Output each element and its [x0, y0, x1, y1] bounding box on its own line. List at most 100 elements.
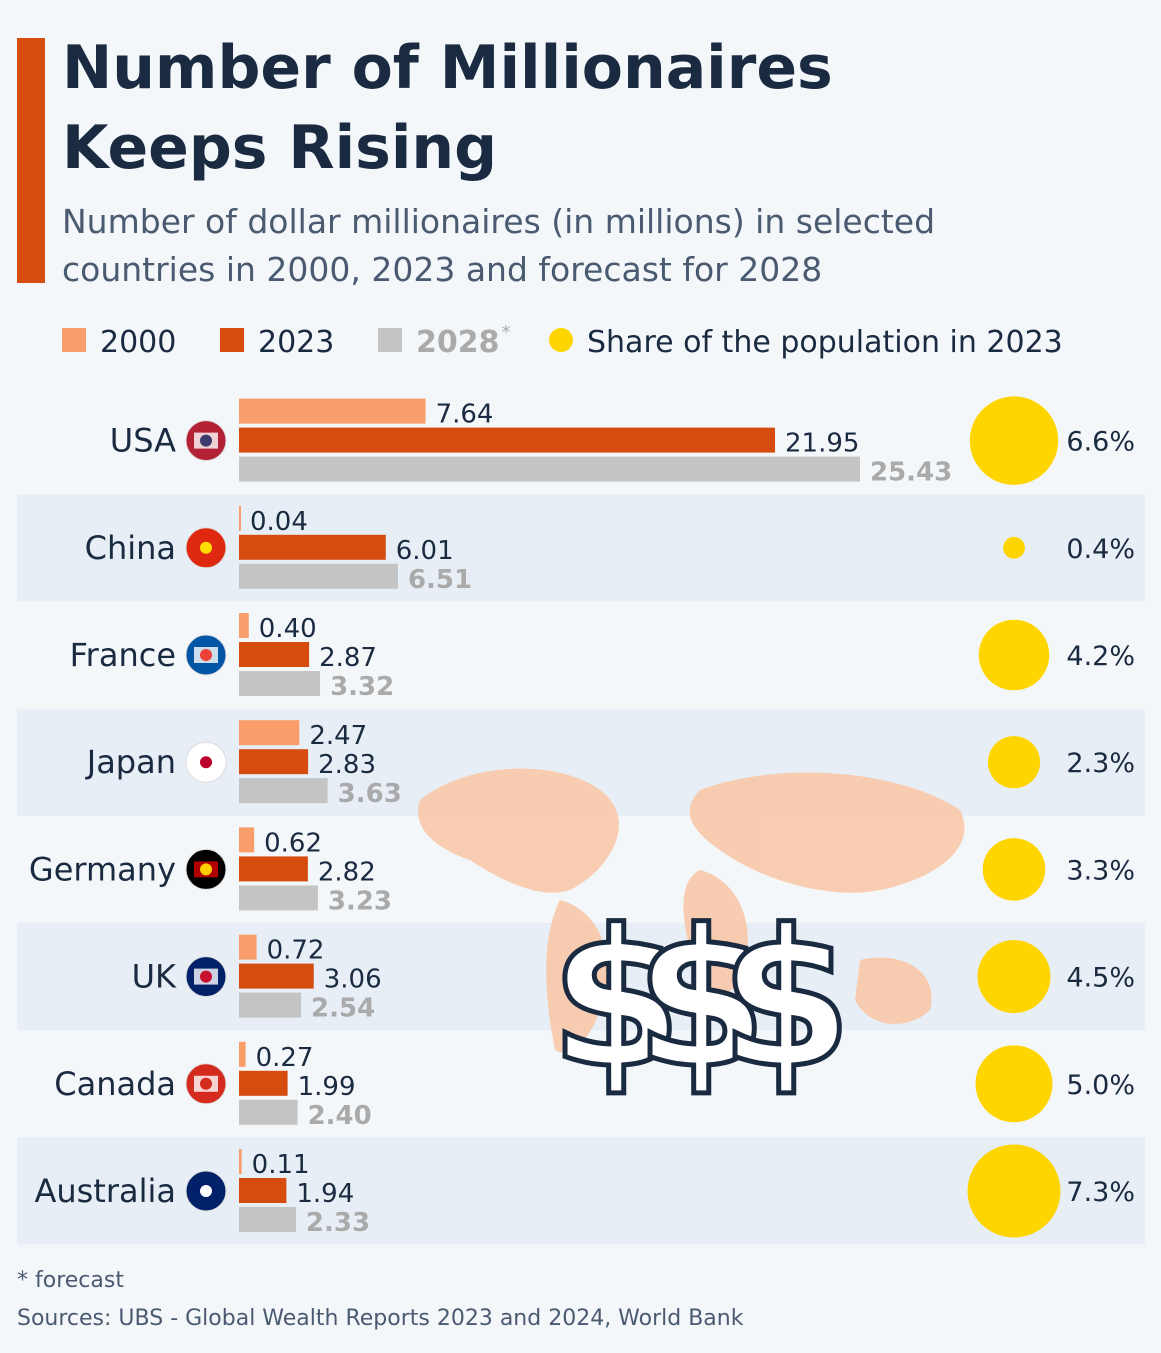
value-label: 3.63 — [338, 779, 402, 809]
value-label: 0.11 — [252, 1150, 310, 1180]
legend-swatch — [220, 328, 244, 352]
value-label: 2.54 — [311, 994, 375, 1024]
bar — [239, 963, 314, 989]
value-label: 3.32 — [330, 672, 394, 702]
value-label: 7.64 — [436, 400, 494, 430]
flag-icon — [200, 434, 212, 447]
legend-label: 2023 — [258, 325, 334, 360]
share-label: 3.3% — [1066, 855, 1135, 886]
footnote: * forecast — [17, 1268, 124, 1293]
share-label: 5.0% — [1066, 1070, 1135, 1101]
bar — [239, 720, 300, 746]
value-label: 1.99 — [298, 1072, 356, 1102]
world-map-decoration — [418, 768, 965, 1053]
value-label: 2.87 — [319, 643, 377, 673]
chart-subtitle: countries in 2000, 2023 and forecast for… — [62, 250, 822, 289]
bar — [239, 613, 249, 638]
share-label: 4.2% — [1066, 641, 1135, 672]
flag-icon — [200, 863, 212, 876]
chart-subtitle: Number of dollar millionaires (in millio… — [62, 202, 935, 241]
accent-bar — [17, 38, 45, 283]
value-label: 1.94 — [296, 1179, 354, 1209]
legend-footnote-marker: * — [502, 322, 511, 343]
share-label: 0.4% — [1066, 534, 1135, 565]
category-label: China — [85, 529, 176, 567]
value-label: 2.47 — [309, 721, 367, 751]
share-label: 6.6% — [1066, 427, 1135, 458]
bar — [239, 1149, 242, 1174]
bar — [239, 749, 309, 775]
bar — [239, 856, 308, 882]
bar — [239, 427, 776, 453]
share-bubble — [978, 619, 1050, 691]
value-label: 2.33 — [306, 1208, 370, 1238]
bar — [239, 642, 310, 667]
value-label: 0.40 — [259, 614, 317, 644]
category-label: USA — [110, 422, 176, 460]
share-bubble — [967, 1144, 1061, 1238]
bar — [239, 885, 318, 911]
value-label: 2.83 — [318, 750, 376, 780]
bar — [239, 827, 255, 853]
bar — [239, 992, 302, 1018]
category-label: Canada — [54, 1065, 176, 1103]
value-label: 0.27 — [256, 1043, 314, 1073]
flag-icon — [200, 541, 212, 554]
category-label: Australia — [34, 1172, 176, 1210]
bar — [239, 456, 860, 482]
flag-icon — [200, 756, 212, 769]
value-label: 25.43 — [870, 458, 952, 488]
category-label: Japan — [85, 743, 176, 781]
share-bubble — [975, 1045, 1053, 1123]
source: Sources: UBS - Global Wealth Reports 202… — [17, 1306, 744, 1331]
dollar-sign: $ — [550, 889, 682, 1110]
value-label: 0.04 — [250, 507, 308, 537]
bar — [239, 1070, 288, 1096]
share-label: 7.3% — [1066, 1177, 1135, 1208]
value-label: 2.82 — [318, 857, 376, 887]
share-bubble — [1003, 536, 1025, 559]
value-label: 3.06 — [324, 965, 382, 995]
chart-title: Keeps Rising — [62, 113, 497, 183]
bar — [239, 671, 321, 696]
flag-icon — [200, 1077, 212, 1090]
legend-swatch — [549, 328, 573, 352]
legend-label: 2028 — [416, 325, 500, 360]
chart-title: Number of Millionaires — [62, 33, 833, 103]
bar — [239, 505, 241, 531]
category-label: UK — [132, 958, 177, 996]
bar — [239, 398, 426, 424]
value-label: 6.01 — [396, 536, 454, 566]
dollar-icon: $ $ $ — [548, 887, 855, 1113]
bar — [239, 778, 328, 804]
value-label: 2.40 — [308, 1101, 372, 1131]
category-label: Germany — [29, 850, 176, 888]
value-label: 21.95 — [785, 429, 859, 459]
bar — [239, 563, 398, 589]
share-bubble — [987, 736, 1041, 789]
bar — [239, 1099, 298, 1125]
dollar-sign: $ — [720, 889, 852, 1110]
dollar-sign: $ — [635, 889, 767, 1110]
value-label: 6.51 — [408, 565, 472, 595]
flag-icon — [200, 649, 212, 661]
bar — [239, 1178, 287, 1203]
legend-swatch — [378, 328, 402, 352]
legend-label: Share of the population in 2023 — [587, 325, 1063, 360]
legend-swatch — [62, 328, 86, 352]
value-label: 0.62 — [264, 828, 322, 858]
share-label: 4.5% — [1066, 963, 1135, 994]
flag-icon — [200, 970, 212, 983]
share-label: 2.3% — [1066, 748, 1135, 779]
bar — [239, 1207, 296, 1232]
value-label: 3.23 — [328, 886, 392, 916]
legend-label: 2000 — [100, 325, 176, 360]
share-bubble — [982, 838, 1046, 901]
bar — [239, 934, 257, 960]
bar — [239, 534, 386, 560]
share-bubble — [969, 396, 1059, 485]
flag-icon — [200, 1185, 212, 1197]
share-bubble — [977, 940, 1051, 1014]
